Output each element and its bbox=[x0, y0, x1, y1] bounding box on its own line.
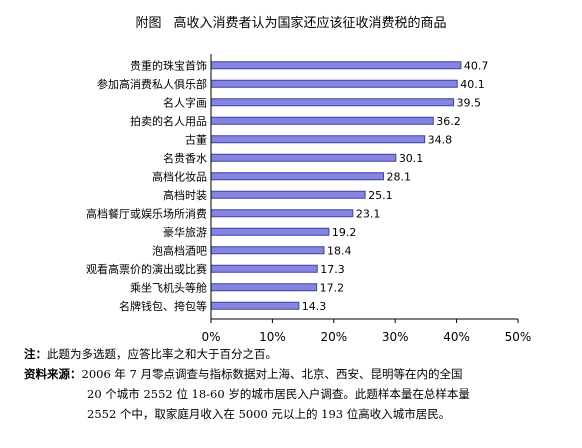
data-label: 40.7 bbox=[464, 59, 489, 72]
category-label: 拍卖的名人用品 bbox=[130, 114, 207, 128]
note-line: 注： 此题为多选题，应答比率之和大于百分之百。 bbox=[24, 344, 572, 364]
bar bbox=[210, 301, 300, 310]
bar bbox=[210, 283, 318, 292]
bar bbox=[210, 209, 354, 218]
source-text-line-2: 20 个城市 2552 位 18-60 岁的城市居民入户调查。此题样本量在总样本… bbox=[87, 387, 470, 401]
data-label: 23.1 bbox=[356, 207, 381, 220]
data-label: 25.1 bbox=[368, 189, 393, 202]
data-label: 18.4 bbox=[327, 244, 352, 257]
bar bbox=[210, 98, 455, 107]
bar bbox=[210, 227, 330, 236]
x-tick-label: 10% bbox=[259, 330, 286, 344]
bar bbox=[210, 135, 426, 144]
x-tick-label: 20% bbox=[320, 330, 347, 344]
chart-title-text: 高收入消费者认为国家还应该征收消费税的商品 bbox=[173, 16, 447, 31]
x-tick-label: 0% bbox=[201, 330, 220, 344]
source-line: 资料来源： 2006 年 7 月零点调查与指标数据对上海、北京、西安、昆明等在内的… bbox=[24, 364, 572, 384]
source-line: 20 个城市 2552 位 18-60 岁的城市居民入户调查。此题样本量在总样本… bbox=[24, 384, 572, 404]
category-label: 观看高票价的演出或比赛 bbox=[86, 262, 207, 276]
data-label: 28.1 bbox=[387, 170, 412, 183]
x-tick-label: 30% bbox=[382, 330, 409, 344]
note-label: 注： bbox=[24, 347, 47, 361]
data-label: 19.2 bbox=[332, 226, 357, 239]
notes-block: 注： 此题为多选题，应答比率之和大于百分之百。 资料来源： 2006 年 7 月零点… bbox=[24, 344, 572, 424]
category-label: 高档餐厅或娱乐场所消费 bbox=[86, 206, 207, 220]
data-label: 36.2 bbox=[436, 115, 461, 128]
category-label: 名牌钱包、挎包等 bbox=[119, 299, 207, 313]
source-label: 资料来源： bbox=[24, 367, 82, 381]
category-label: 乘坐飞机头等舱 bbox=[130, 280, 207, 294]
data-label: 40.1 bbox=[460, 78, 485, 91]
category-label: 名人字画 bbox=[163, 95, 207, 109]
data-label: 17.3 bbox=[320, 263, 345, 276]
category-label: 名贵香水 bbox=[163, 151, 207, 165]
bar bbox=[210, 172, 385, 181]
source-text-line-3: 2552 个中，取家庭月收入在 5000 元以上的 193 位高收入城市居民。 bbox=[87, 407, 451, 421]
category-label: 参加高消费私人俱乐部 bbox=[97, 77, 207, 91]
data-label: 14.3 bbox=[302, 300, 327, 313]
bar bbox=[210, 61, 462, 70]
category-label: 高档化妆品 bbox=[152, 169, 207, 183]
bar bbox=[210, 153, 397, 162]
data-label: 30.1 bbox=[399, 152, 424, 165]
data-label: 34.8 bbox=[428, 133, 453, 146]
data-label: 17.2 bbox=[320, 281, 345, 294]
data-label: 39.5 bbox=[457, 96, 482, 109]
bar bbox=[210, 190, 366, 199]
bar bbox=[210, 116, 434, 125]
note-text: 此题为多选题，应答比率之和大于百分之百。 bbox=[47, 347, 277, 361]
category-label: 古董 bbox=[185, 133, 207, 146]
category-label: 泡高档酒吧 bbox=[152, 243, 207, 257]
category-label: 贵重的珠宝首饰 bbox=[130, 58, 207, 72]
source-line: 2552 个中，取家庭月收入在 5000 元以上的 193 位高收入城市居民。 bbox=[24, 404, 572, 424]
category-label: 高档时装 bbox=[163, 188, 207, 202]
bar bbox=[210, 264, 318, 273]
category-label: 豪华旅游 bbox=[163, 225, 207, 239]
bar bbox=[210, 246, 325, 255]
x-tick-label: 40% bbox=[443, 330, 470, 344]
bar bbox=[210, 79, 458, 88]
chart-title: 附图 高收入消费者认为国家还应该征收消费税的商品 bbox=[0, 12, 582, 31]
x-tick-label: 50% bbox=[505, 330, 532, 344]
figure-label: 附图 bbox=[135, 16, 162, 31]
source-text-line-1: 2006 年 7 月零点调查与指标数据对上海、北京、西安、昆明等在内的全国 bbox=[81, 367, 463, 381]
